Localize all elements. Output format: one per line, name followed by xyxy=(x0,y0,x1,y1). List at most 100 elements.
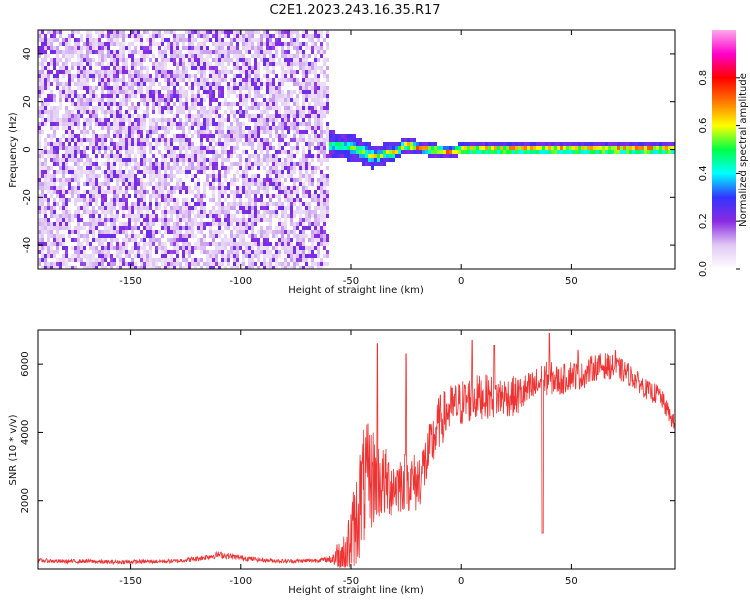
spectrogram-cell xyxy=(266,146,269,150)
spectrogram-cell xyxy=(212,86,215,90)
spectrogram-cell xyxy=(68,266,71,269)
spectrogram-cell xyxy=(89,138,92,142)
spectrogram-cell xyxy=(98,70,101,74)
spectrogram-cell xyxy=(296,150,299,154)
spectrogram-cell xyxy=(284,262,287,266)
spectrogram-cell xyxy=(527,146,530,150)
spectrogram-cell xyxy=(323,182,326,186)
spectrogram-cell xyxy=(239,82,242,86)
spectrogram-cell xyxy=(83,262,86,266)
spectrogram-cell xyxy=(281,30,284,34)
spectrogram-cell xyxy=(236,122,239,126)
spectrogram-cell xyxy=(311,242,314,246)
spectrogram-cell xyxy=(452,150,455,154)
spectrogram-cell xyxy=(233,54,236,58)
spectrogram-cell xyxy=(308,206,311,210)
spectrogram-cell xyxy=(200,194,203,198)
spectrogram-cell xyxy=(230,162,233,166)
spectrogram-cell xyxy=(56,74,59,78)
spectrogram-cell xyxy=(44,34,47,38)
spectrogram-cell xyxy=(98,238,101,242)
spectrogram-cell xyxy=(173,38,176,42)
spectrogram-cell xyxy=(131,34,134,38)
spectrogram-cell xyxy=(296,190,299,194)
spectrogram-cell xyxy=(179,58,182,62)
spectrogram-cell xyxy=(248,114,251,118)
spectrogram-cell xyxy=(266,238,269,242)
spectrogram-cell xyxy=(140,46,143,50)
spectrogram-cell xyxy=(299,222,302,226)
spectrogram-cell xyxy=(125,150,128,154)
spectrogram-cell xyxy=(452,146,455,150)
spectrogram-cell xyxy=(296,238,299,242)
spectrogram-cell xyxy=(188,118,191,122)
spectrogram-cell xyxy=(206,138,209,142)
spectrogram-cell xyxy=(113,102,116,106)
spectrogram-cell xyxy=(140,182,143,186)
spectrogram-cell xyxy=(185,238,188,242)
spectrogram-cell xyxy=(356,146,359,150)
spectrogram-cell xyxy=(245,166,248,170)
spectrogram-cell xyxy=(257,146,260,150)
spectrogram-cell xyxy=(170,42,173,46)
spectrogram-cell xyxy=(146,214,149,218)
spectrogram-cell xyxy=(62,238,65,242)
spectrogram-cell xyxy=(227,114,230,118)
spectrogram-cell xyxy=(83,42,86,46)
spectrogram-cell xyxy=(101,30,104,34)
spectrogram-cell xyxy=(143,202,146,206)
spectrogram-cell xyxy=(230,134,233,138)
spectrogram-cell xyxy=(149,226,152,230)
spectrogram-cell xyxy=(233,162,236,166)
spectrogram-cell xyxy=(95,182,98,186)
spectrogram-cell xyxy=(323,202,326,206)
spectrogram-cell xyxy=(167,102,170,106)
spectrogram-cell xyxy=(110,226,113,230)
spectrogram-cell xyxy=(377,154,380,158)
spectrogram-cell xyxy=(110,126,113,130)
spectrogram-cell xyxy=(248,42,251,46)
spectrogram-cell xyxy=(116,58,119,62)
spectrogram-cell xyxy=(311,66,314,70)
spectrogram-cell xyxy=(278,58,281,62)
spectrogram-cell xyxy=(302,246,305,250)
spectrogram-cell xyxy=(161,134,164,138)
spectrogram-cell xyxy=(44,146,47,150)
spectrogram-cell xyxy=(74,94,77,98)
spectrogram-cell xyxy=(224,134,227,138)
spectrogram-cell xyxy=(194,214,197,218)
spectrogram-cell xyxy=(275,234,278,238)
spectrogram-cell xyxy=(269,38,272,42)
spectrogram-cell xyxy=(392,142,395,146)
spectrogram-cell xyxy=(290,230,293,234)
spectrogram-cell xyxy=(140,258,143,262)
spectrogram-cell xyxy=(119,146,122,150)
spectrogram-cell xyxy=(320,242,323,246)
spectrogram-cell xyxy=(113,246,116,250)
spectrogram-cell xyxy=(116,242,119,246)
spectrogram-cell xyxy=(251,106,254,110)
spectrogram-cell xyxy=(176,178,179,182)
spectrogram-cell xyxy=(68,130,71,134)
spectrogram-cell xyxy=(596,150,599,154)
spectrogram-cell xyxy=(77,250,80,254)
spectrogram-cell xyxy=(260,118,263,122)
spectrogram-cell xyxy=(209,110,212,114)
spectrogram-cell xyxy=(308,126,311,130)
spectrogram-cell xyxy=(53,266,56,269)
spectrogram-cell xyxy=(185,210,188,214)
spectrogram-cell xyxy=(92,194,95,198)
spectrogram-cell xyxy=(101,170,104,174)
spectrogram-cell xyxy=(356,138,359,142)
spectrogram-cell xyxy=(185,98,188,102)
spectrogram-cell xyxy=(182,86,185,90)
spectrogram-cell xyxy=(194,82,197,86)
spectrogram-cell xyxy=(104,66,107,70)
spectrogram-cell xyxy=(266,110,269,114)
spectrogram-cell xyxy=(317,102,320,106)
spectrogram-cell xyxy=(425,142,428,146)
spectrogram-cell xyxy=(326,178,329,182)
spectrogram-cell xyxy=(314,238,317,242)
spectrogram-cell xyxy=(227,210,230,214)
spectrogram-cell xyxy=(209,142,212,146)
